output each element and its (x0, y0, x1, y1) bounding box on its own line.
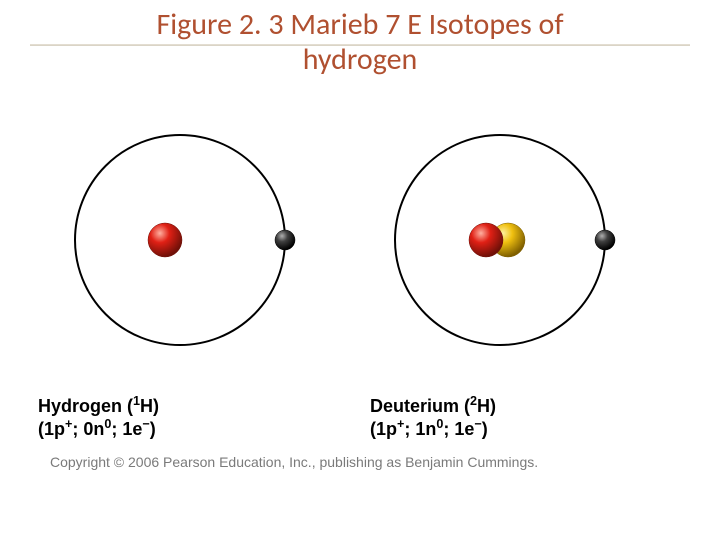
copyright-text: Copyright © 2006 Pearson Education, Inc.… (50, 454, 538, 470)
title-line-1: Figure 2. 3 Marieb 7 E Isotopes of (157, 6, 564, 43)
deuterium-label: Deuterium (2H) (1p+; 1n0; 1e−) (370, 395, 496, 442)
deuterium-proton (469, 223, 503, 257)
deuterium-electron (595, 230, 615, 250)
isotopes-diagram (20, 130, 700, 390)
title-line-2: hydrogen (303, 41, 418, 78)
figure-title: Figure 2. 3 Marieb 7 E Isotopes of hydro… (0, 8, 720, 77)
title-underline (30, 44, 690, 46)
hydrogen-proton (148, 223, 182, 257)
hydrogen-label: Hydrogen (1H) (1p+; 0n0; 1e−) (38, 395, 159, 442)
hydrogen-composition: (1p+; 0n0; 1e−) (38, 419, 156, 439)
deuterium-composition: (1p+; 1n0; 1e−) (370, 419, 488, 439)
deuterium-name: Deuterium (2H) (370, 396, 496, 416)
hydrogen-electron (275, 230, 295, 250)
hydrogen-name: Hydrogen (1H) (38, 396, 159, 416)
